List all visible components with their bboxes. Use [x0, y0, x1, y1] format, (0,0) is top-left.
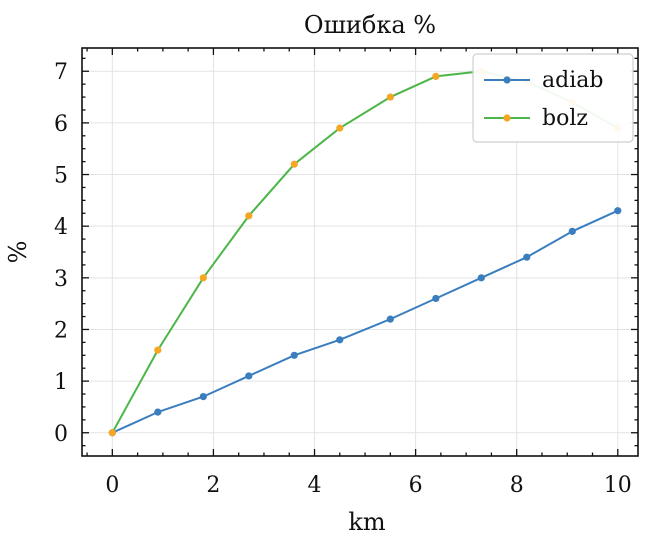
axis-tick-labels: 0 2 4 6 8 10 0 1 2 3 4 5 6 7 [54, 60, 632, 498]
y-tick-label: 4 [54, 215, 68, 240]
data-point-adiab [614, 207, 622, 215]
data-point-adiab [477, 274, 485, 282]
data-point-bolz [154, 346, 162, 354]
data-point-adiab [568, 227, 576, 235]
x-tick-label: 8 [510, 473, 524, 498]
y-tick-label: 6 [54, 112, 68, 137]
legend-entries: adiab bolz [484, 68, 603, 131]
data-point-bolz [199, 274, 207, 282]
y-tick-label: 2 [54, 318, 68, 343]
x-tick-label: 2 [206, 473, 220, 498]
y-tick-label: 1 [54, 370, 68, 395]
data-point-bolz [108, 429, 116, 437]
series-line-adiab [111, 209, 619, 434]
y-tick-label: 0 [54, 422, 68, 447]
series-adiab [108, 207, 622, 437]
data-point-bolz [336, 124, 344, 132]
data-point-bolz [432, 72, 440, 81]
data-point-bolz [290, 160, 298, 168]
chart-title: Ошибка % [304, 11, 436, 39]
data-point-bolz [245, 212, 253, 220]
data-point-bolz [386, 93, 394, 101]
y-tick-label: 7 [54, 60, 68, 85]
x-axis-label: km [348, 508, 386, 536]
data-point-adiab [245, 372, 253, 380]
legend-label: adiab [542, 68, 603, 93]
data-point-adiab [154, 408, 162, 416]
data-point-adiab [432, 294, 440, 303]
x-tick-label: 10 [604, 473, 632, 498]
legend: adiab bolz [472, 53, 634, 143]
legend-label: bolz [542, 106, 588, 131]
data-point-adiab [523, 253, 531, 261]
legend-entry-bolz: bolz [484, 106, 588, 131]
legend-box [472, 53, 634, 143]
x-tick-label: 4 [308, 473, 322, 498]
data-point-adiab [199, 393, 207, 401]
data-point-adiab [290, 351, 298, 359]
x-tick-label: 6 [409, 473, 423, 498]
y-tick-label: 5 [54, 164, 68, 189]
data-point-adiab [336, 336, 344, 344]
legend-entry-adiab: adiab [484, 68, 603, 93]
y-tick-label: 3 [54, 267, 68, 292]
legend-swatch-marker [503, 114, 511, 122]
y-axis-label: % [4, 241, 32, 264]
legend-swatch-marker [503, 76, 511, 84]
data-point-adiab [386, 315, 394, 323]
axis-ticks [82, 48, 638, 456]
x-tick-label: 0 [105, 473, 119, 498]
